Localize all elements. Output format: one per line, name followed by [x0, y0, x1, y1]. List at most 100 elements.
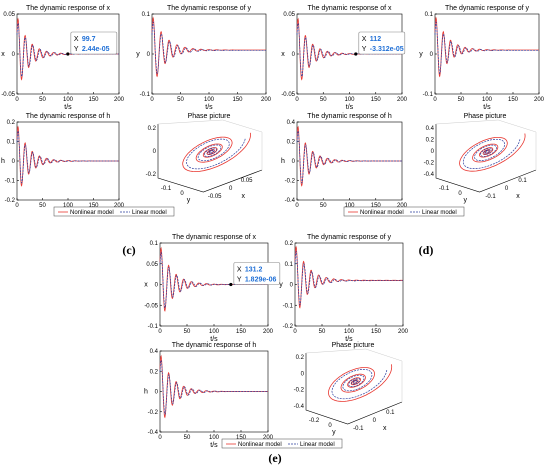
- y-tick-label: 0: [430, 52, 434, 58]
- y-tick-label: -0.2: [285, 179, 296, 185]
- legend-label-nonlinear: Nonlinear model: [70, 210, 114, 216]
- phase-linear: [462, 138, 521, 169]
- y-tick-label: 0.1: [142, 12, 151, 18]
- x-axis-label: t/s: [345, 336, 353, 343]
- y-tick-label: -0.1: [283, 303, 294, 309]
- y-tick-label: 0: [155, 283, 159, 289]
- phase-axes: [435, 124, 537, 193]
- plot-title: Phase picture: [464, 113, 507, 120]
- x-axis-label: x: [383, 425, 387, 432]
- series-nonlinear: [151, 16, 266, 78]
- z-tick-label: 0: [153, 149, 157, 155]
- y-tick-label: 0.2: [285, 241, 294, 247]
- plot-frame: [294, 242, 404, 327]
- y-tick-label: 0: [180, 191, 184, 197]
- series-linear: [294, 250, 403, 306]
- x-axis-label: t/s: [210, 336, 218, 343]
- y-tick-label: 0: [290, 283, 294, 289]
- y-tick-label: 0: [12, 52, 16, 58]
- legend-label-nonlinear: Nonlinear model: [360, 210, 404, 216]
- y-tick-label: 0: [147, 52, 151, 58]
- x-tick-label: 0: [433, 97, 437, 103]
- plot-title: The dynamic response of h: [307, 113, 392, 120]
- legend-label-linear: Linear model: [422, 210, 457, 216]
- y-tick-label: 0.2: [7, 120, 16, 126]
- y-tick-label: -0.2: [148, 410, 159, 416]
- legend-2: Nonlinear model Linear model: [221, 438, 343, 449]
- x-tick-label: 200: [261, 97, 272, 103]
- x-tick-label: 0: [229, 186, 233, 192]
- x-tick-label: 100: [204, 97, 215, 103]
- x-tick-label: 0: [158, 435, 162, 441]
- y-tick-label: -0.2: [309, 418, 320, 424]
- z-tick-label: -0.2: [146, 172, 157, 178]
- x-tick-label: 0: [293, 329, 297, 335]
- datatip-box: [233, 262, 281, 285]
- y-tick-label: -0.05: [144, 303, 158, 309]
- plot-title: The dynamic response of x: [172, 234, 257, 241]
- x-tick-label: 100: [344, 203, 355, 209]
- x-tick-label: 50: [319, 329, 326, 335]
- legend-label-nonlinear: Nonlinear model: [238, 442, 282, 448]
- y-axis-label: h: [1, 158, 5, 165]
- y-tick-label: 0: [155, 390, 159, 396]
- x-tick-label: 150: [371, 97, 382, 103]
- x-tick-label: 150: [236, 329, 247, 335]
- x-tick-label: 0: [295, 203, 299, 209]
- subplot-1-3: Phase picture 0.4 0.2 0 -0.2 -0.4 -0.1 0 -0.1 0 0.…: [424, 113, 537, 204]
- x-tick-label: 200: [534, 97, 545, 103]
- y-axis-label: y: [136, 51, 140, 58]
- y-tick-label: -0.1: [161, 186, 172, 192]
- datatip-marker: [229, 282, 233, 287]
- x-axis-label: x: [516, 193, 520, 200]
- x-tick-label: 200: [263, 435, 274, 441]
- x-tick-label: 150: [88, 97, 99, 103]
- plot-frame: [434, 13, 540, 95]
- series-nonlinear: [16, 125, 119, 187]
- datatip-x-value: 131.2: [245, 267, 263, 274]
- subplot-0-0: The dynamic response of x 0 50 100 150 200 t/s…: [1, 5, 124, 111]
- x-tick-label: 200: [263, 329, 274, 335]
- y-tick-label: -0.4: [285, 198, 296, 204]
- x-tick-label: 100: [63, 203, 74, 209]
- x-tick-label: 50: [458, 97, 465, 103]
- legend-box: [221, 438, 343, 449]
- y-tick-label: 0: [292, 159, 296, 165]
- y-tick-label: -0.1: [439, 186, 450, 192]
- x-tick-label: 150: [371, 329, 382, 335]
- z-tick-label: 0.2: [426, 138, 435, 144]
- y-axis-label: h: [281, 158, 285, 165]
- y-tick-label: 0: [292, 52, 296, 58]
- datatip-y-label: Y: [74, 46, 79, 53]
- y-tick-label: -0.05: [281, 92, 295, 98]
- x-tick-label: 0: [373, 418, 377, 424]
- subplot-2-3: Phase picture 0.2 0 -0.2 -0.4 -0.2 0 -0.1 0 0.1 y x: [294, 342, 403, 436]
- series-nonlinear: [159, 354, 268, 419]
- y-tick-label: -0.1: [148, 324, 159, 330]
- x-tick-label: -0.1: [353, 426, 364, 432]
- y-tick-label: 0.1: [425, 12, 434, 18]
- phase-linear: [186, 138, 246, 170]
- phase-box: [435, 119, 537, 170]
- datatip-x-label: X: [362, 36, 367, 43]
- z-tick-label: -0.2: [424, 161, 435, 167]
- plot-title: The dynamic response of y: [307, 234, 392, 241]
- y-tick-label: 0.2: [287, 140, 296, 146]
- plot-frame: [151, 13, 267, 95]
- plot-title: The dynamic response of x: [307, 5, 392, 12]
- z-tick-label: 0: [431, 149, 435, 155]
- datatip-x-value: 112: [370, 36, 381, 43]
- y-axis-label: y: [332, 429, 336, 436]
- plot-title: The dynamic response of y: [167, 5, 252, 12]
- series-linear: [151, 21, 266, 75]
- x-tick-label: 0: [150, 97, 154, 103]
- plot-title: The dynamic response of y: [445, 5, 530, 12]
- y-tick-label: 0.1: [7, 140, 16, 146]
- y-tick-label: 0.05: [146, 262, 158, 268]
- x-tick-label: 100: [63, 97, 74, 103]
- x-tick-label: 0: [15, 203, 19, 209]
- plot-title: The dynamic response of x: [26, 5, 111, 12]
- subplot-1-1: The dynamic response of y 0 50 100 150 200 t/s…: [419, 5, 544, 111]
- y-tick-label: 0.05: [3, 12, 15, 18]
- x-tick-label: 0.05: [241, 178, 253, 184]
